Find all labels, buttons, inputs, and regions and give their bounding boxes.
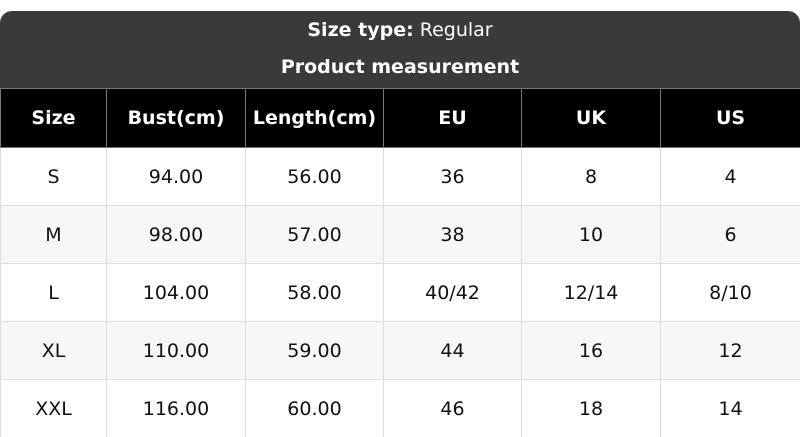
table-cell: 57.00 bbox=[245, 205, 384, 264]
table-cell: 60.00 bbox=[245, 379, 384, 437]
table-cell: 104.00 bbox=[106, 263, 246, 322]
table-cell: 4 bbox=[660, 147, 800, 206]
table-cell: 14 bbox=[660, 379, 800, 437]
header-row: Size Bust(cm) Length(cm) EU UK US bbox=[0, 88, 800, 148]
table-cell: 36 bbox=[383, 147, 522, 206]
column-header: US bbox=[660, 88, 800, 148]
table-cell: 110.00 bbox=[106, 321, 246, 380]
table-cell: 44 bbox=[383, 321, 522, 380]
size-type-label: Size type: bbox=[307, 19, 414, 41]
column-header: Bust(cm) bbox=[106, 88, 246, 148]
table-cell: 38 bbox=[383, 205, 522, 264]
column-header: Size bbox=[0, 88, 107, 148]
column-header: Length(cm) bbox=[245, 88, 384, 148]
table-cell: 8 bbox=[521, 147, 661, 206]
table-cell: 16 bbox=[521, 321, 661, 380]
table-cell: 116.00 bbox=[106, 379, 246, 437]
table-row: L 104.00 58.00 40/42 12/14 8/10 bbox=[0, 263, 800, 322]
table-cell: 59.00 bbox=[245, 321, 384, 380]
table-row: S 94.00 56.00 36 8 4 bbox=[0, 147, 800, 206]
table-cell: 94.00 bbox=[106, 147, 246, 206]
table-cell: 46 bbox=[383, 379, 522, 437]
table-cell: 18 bbox=[521, 379, 661, 437]
table-cell: 8/10 bbox=[660, 263, 800, 322]
table-cell: S bbox=[0, 147, 107, 206]
table-cell: 10 bbox=[521, 205, 661, 264]
table-cell: XL bbox=[0, 321, 107, 380]
table-cell: 12 bbox=[660, 321, 800, 380]
size-chart: Size type: Regular Product measurement S… bbox=[0, 11, 800, 437]
table-cell: XXL bbox=[0, 379, 107, 437]
table-row: M 98.00 57.00 38 10 6 bbox=[0, 205, 800, 264]
table-row: XL 110.00 59.00 44 16 12 bbox=[0, 321, 800, 380]
chart-header: Size type: Regular Product measurement bbox=[0, 11, 800, 88]
table-cell: 58.00 bbox=[245, 263, 384, 322]
size-type: Size type: Regular bbox=[0, 11, 800, 49]
measurement-table: Size Bust(cm) Length(cm) EU UK US S 94.00 56.00… bbox=[0, 88, 800, 437]
table-cell: 6 bbox=[660, 205, 800, 264]
size-type-value: Regular bbox=[419, 19, 493, 41]
section-title: Product measurement bbox=[280, 56, 520, 78]
table-cell: 40/42 bbox=[383, 263, 522, 322]
table-cell: 12/14 bbox=[521, 263, 661, 322]
column-header: EU bbox=[383, 88, 522, 148]
table-row: XXL 116.00 60.00 46 18 14 bbox=[0, 379, 800, 437]
table-cell: M bbox=[0, 205, 107, 264]
column-header: UK bbox=[521, 88, 661, 148]
table-cell: 98.00 bbox=[106, 205, 246, 264]
table-cell: 56.00 bbox=[245, 147, 384, 206]
table-cell: L bbox=[0, 263, 107, 322]
